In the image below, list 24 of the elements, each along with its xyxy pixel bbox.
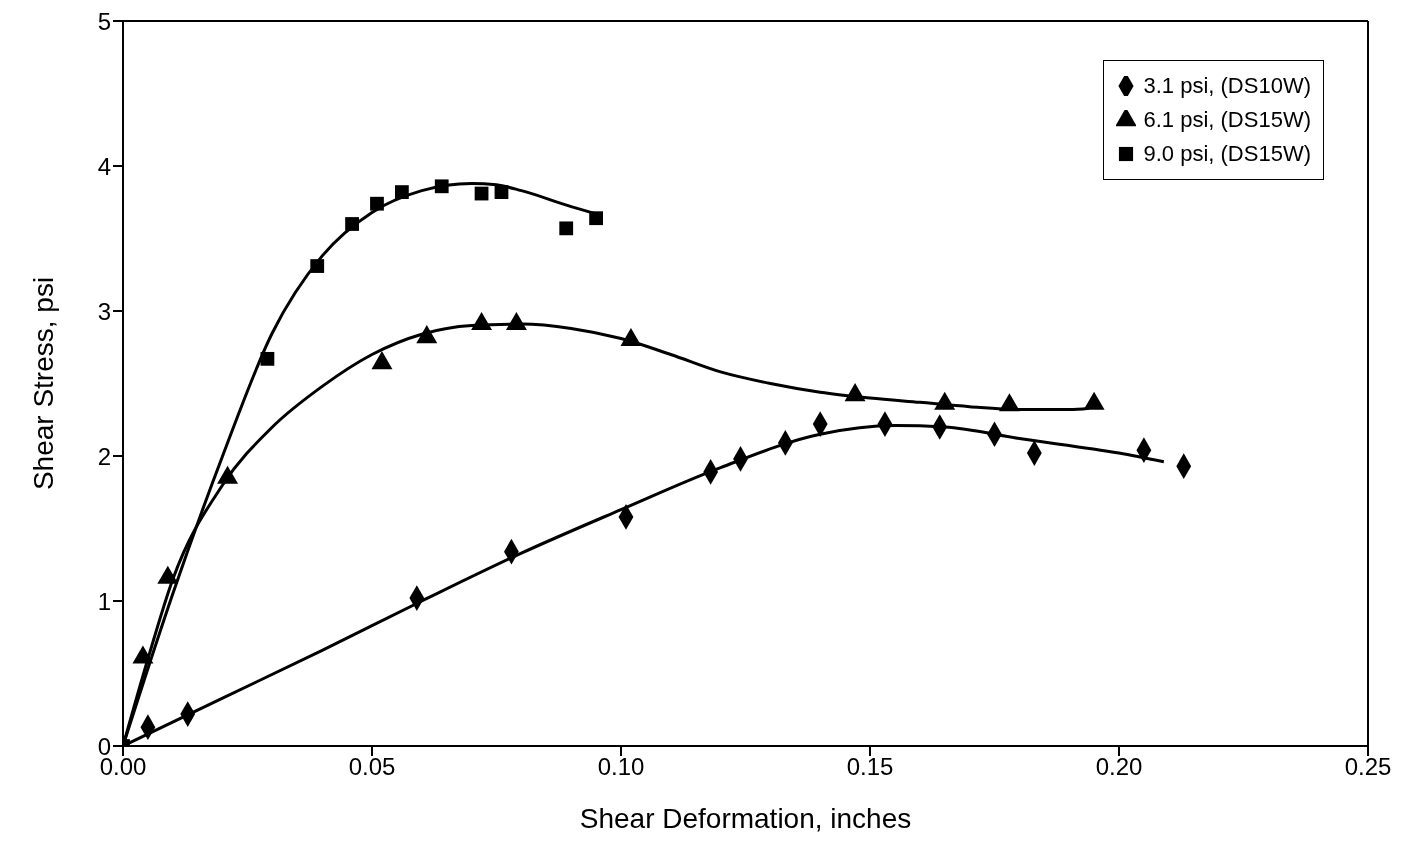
point bbox=[345, 217, 359, 231]
y-tick-label: 3 bbox=[97, 297, 111, 325]
x-tick-label: 0.05 bbox=[348, 753, 396, 781]
point bbox=[494, 185, 509, 199]
x-tick-label: 0.25 bbox=[1344, 753, 1392, 781]
point bbox=[394, 185, 409, 199]
point bbox=[260, 351, 275, 366]
x-tick-label: 0.10 bbox=[597, 753, 645, 781]
legend-label: 6.1 psi, (DS15W) bbox=[1143, 106, 1311, 134]
point bbox=[434, 179, 449, 194]
y-tick-label: 4 bbox=[97, 152, 111, 180]
x-tick-label: 0.20 bbox=[1095, 753, 1143, 781]
point bbox=[370, 196, 384, 211]
y-tick-label: 1 bbox=[97, 587, 111, 615]
x-axis-title: Shear Deformation, inches bbox=[579, 803, 912, 834]
y-axis-title: Shear Stress, psi bbox=[27, 276, 59, 491]
y-tick-label: 2 bbox=[97, 442, 111, 470]
point bbox=[589, 211, 603, 226]
legend-label: 3.1 psi, (DS10W) bbox=[1143, 72, 1311, 100]
x-tick-label: 0.15 bbox=[846, 753, 894, 781]
y-tick-label: 5 bbox=[97, 7, 111, 35]
point bbox=[310, 259, 325, 273]
point bbox=[559, 221, 574, 236]
legend-label: 9.0 psi, (DS15W) bbox=[1143, 140, 1311, 168]
